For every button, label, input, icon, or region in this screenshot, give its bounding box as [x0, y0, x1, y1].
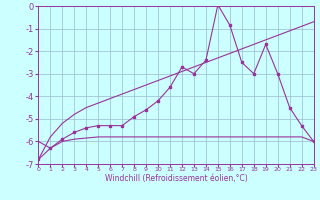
X-axis label: Windchill (Refroidissement éolien,°C): Windchill (Refroidissement éolien,°C) [105, 174, 247, 183]
